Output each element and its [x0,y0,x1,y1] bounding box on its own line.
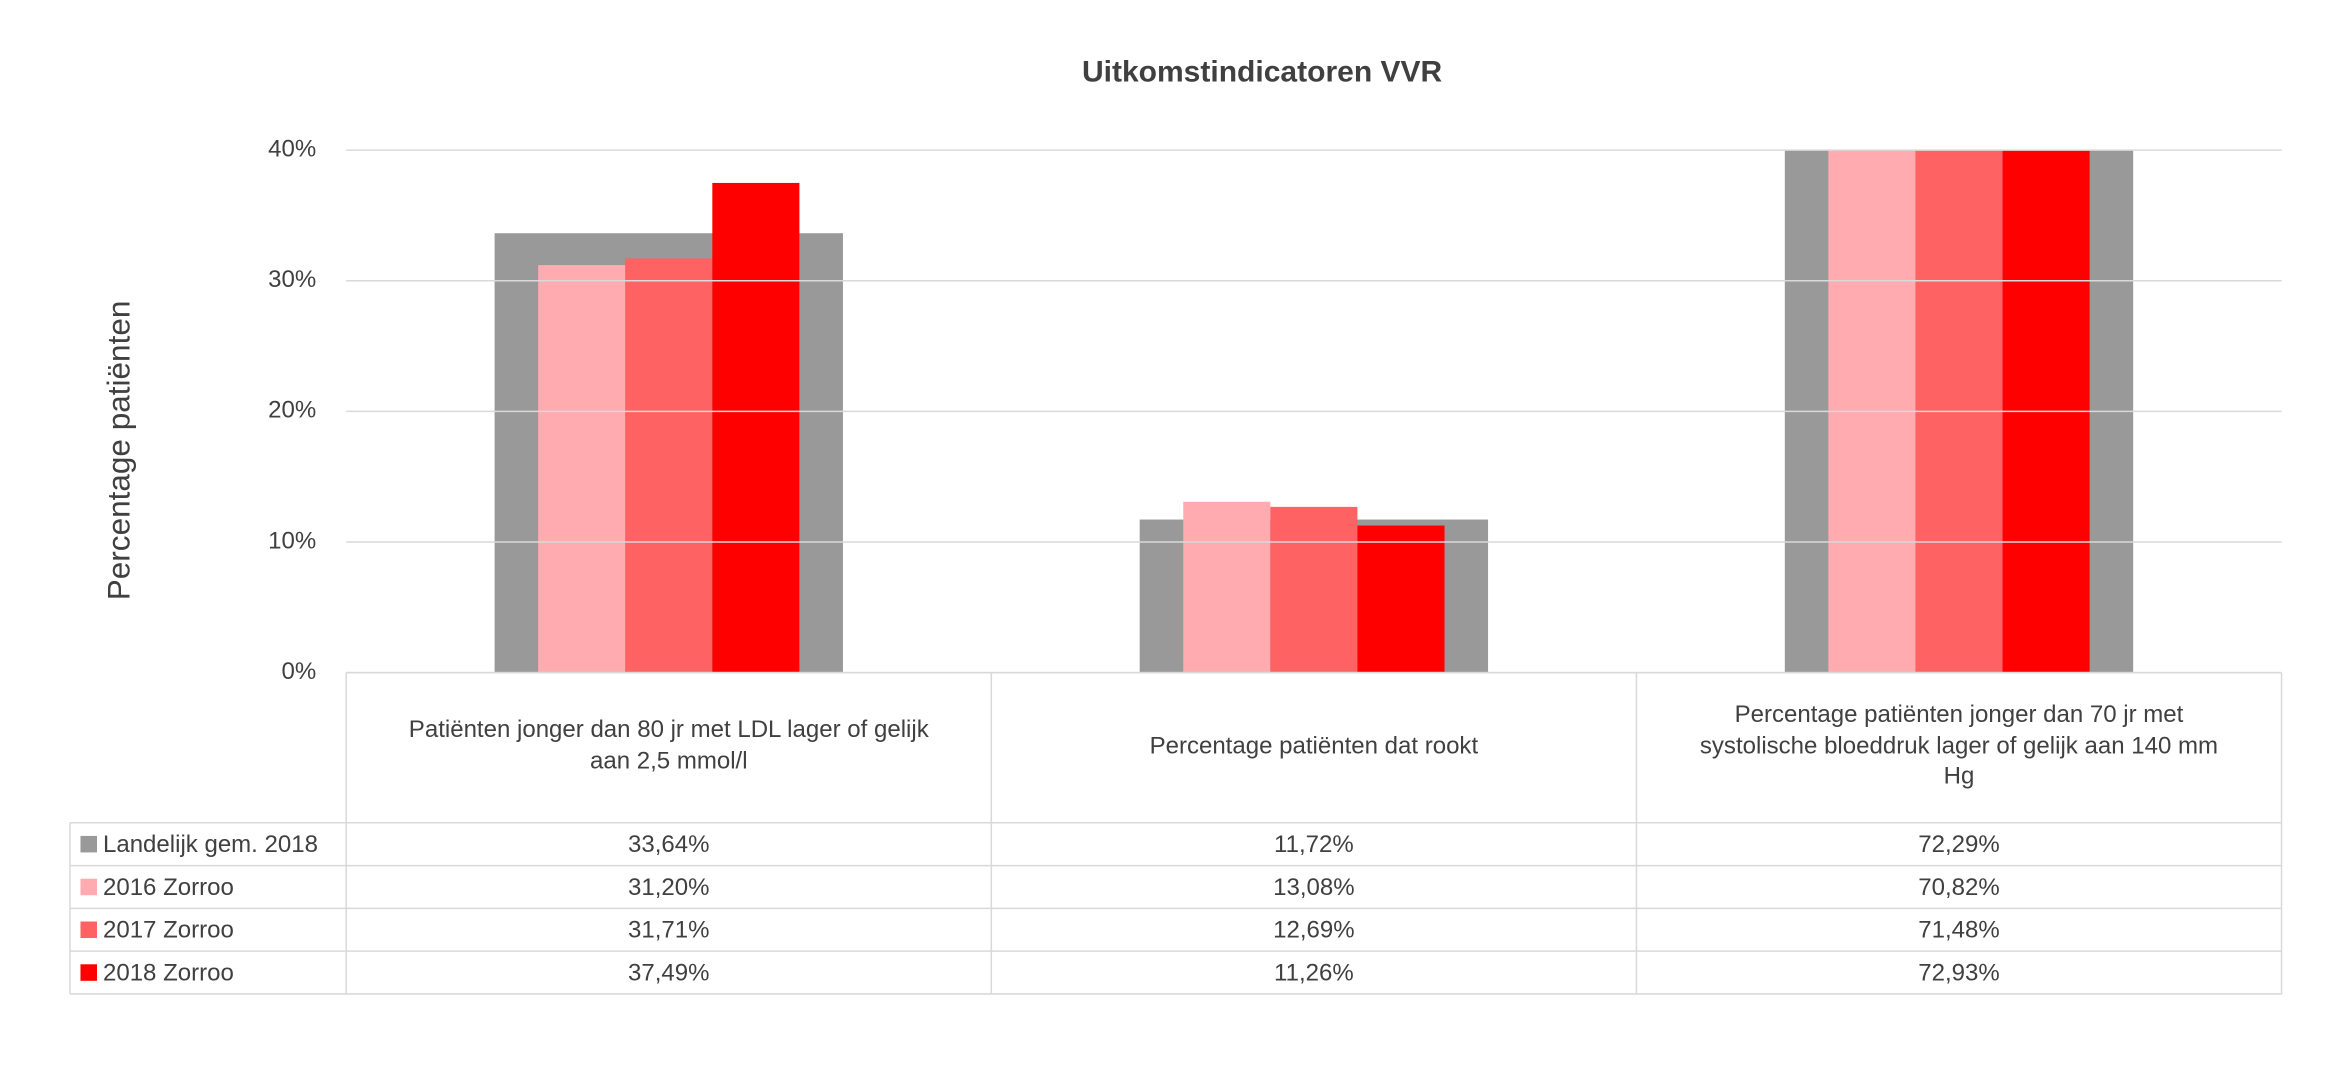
bar [2002,150,2090,673]
legend-swatch [80,878,97,896]
table-value: 12,69% [1273,917,1354,944]
y-tick-label: 40% [268,135,316,162]
legend-label: Landelijk gem. 2018 [103,831,318,858]
legend-swatch [80,921,97,939]
y-tick-label: 20% [268,397,316,424]
y-tick-label: 0% [281,658,316,685]
legend-label: 2018 Zorroo [103,959,234,986]
plot-area [494,150,2134,673]
table-value: 72,29% [1918,831,1999,858]
chart-title: Uitkomstindicatoren VVR [1082,56,1443,89]
table-value: 71,48% [1918,917,1999,944]
y-tick-label: 10% [268,527,316,554]
table-value: 37,49% [628,959,709,986]
bar [712,182,800,673]
bar [1357,525,1445,673]
x-tick-label: Percentage patiënten jonger dan 70 jr me… [1699,702,2219,791]
x-tick-label-box: Percentage patiënten jonger dan 70 jr me… [1699,702,2219,791]
legend-swatch [80,964,97,981]
bar [625,258,713,673]
table-value: 72,93% [1918,959,1999,986]
y-axis-label: Percentage patiënten [100,301,136,601]
bar [1270,506,1358,673]
y-tick-label: 30% [268,266,316,293]
table-value: 13,08% [1273,874,1354,901]
bar [1183,501,1271,673]
bar [1915,150,2003,673]
legend-swatch [80,835,97,853]
bar [538,265,626,673]
x-tick-label-box: Patiënten jonger dan 80 jr met LDL lager… [408,717,929,775]
table-value: 33,64% [628,831,709,858]
legend-label: 2017 Zorroo [103,917,234,944]
table-value: 31,20% [628,874,709,901]
table-value: 11,26% [1274,959,1354,986]
legend-label: 2016 Zorroo [103,874,234,901]
x-tick-label: Percentage patiënten dat rookt [1149,733,1479,760]
table-value: 31,71% [628,917,709,944]
table-value: 11,72% [1274,831,1354,858]
bar [1828,150,1916,673]
x-tick-label: Patiënten jonger dan 80 jr met LDL lager… [408,717,929,775]
table-value: 70,82% [1918,874,1999,901]
x-tick-label-box: Percentage patiënten dat rookt [1149,733,1479,760]
